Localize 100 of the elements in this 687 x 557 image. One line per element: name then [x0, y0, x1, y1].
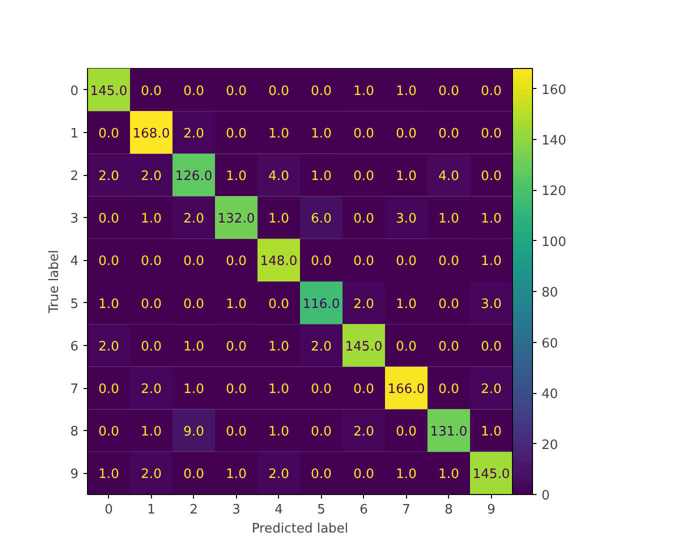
- color-bar-label: 60: [542, 336, 558, 352]
- data-label: 0.0: [480, 339, 502, 354]
- data-label: 1.0: [480, 424, 502, 440]
- x-tick-label: 5: [317, 502, 326, 518]
- data-label: 1.0: [353, 84, 374, 99]
- data-label: 1.0: [480, 254, 502, 270]
- data-label: 166.0: [388, 382, 425, 397]
- data-label: 1.0: [438, 467, 460, 482]
- data-label: 0.0: [98, 126, 120, 142]
- data-label: 1.0: [183, 382, 204, 397]
- x-tick-label: 3: [232, 502, 240, 518]
- y-tick-label: 6: [70, 339, 79, 354]
- data-label: 2.0: [480, 382, 502, 397]
- data-label: 0.0: [310, 84, 332, 99]
- data-label: 0.0: [98, 212, 120, 227]
- data-label: 1.0: [396, 467, 417, 482]
- x-tick-label: 6: [360, 502, 368, 518]
- data-label: 1.0: [310, 126, 332, 142]
- data-label: 0.0: [183, 84, 204, 99]
- data-label: 6.0: [310, 212, 332, 227]
- data-label: 1.0: [396, 84, 417, 99]
- y-axis-title: True label: [47, 250, 62, 314]
- x-tick-label: 1: [147, 502, 156, 518]
- data-label: 0.0: [353, 126, 374, 142]
- data-label: 4.0: [268, 169, 290, 184]
- data-label: 0.0: [140, 254, 162, 270]
- x-tick-label: 7: [402, 502, 410, 518]
- data-label: 0.0: [140, 296, 162, 312]
- data-label: 1.0: [310, 169, 332, 184]
- data-label: 9.0: [183, 424, 204, 440]
- x-tick-label: 9: [487, 502, 496, 518]
- data-label: 1.0: [480, 212, 502, 227]
- data-label: 0.0: [140, 339, 162, 354]
- data-label: 1.0: [268, 212, 290, 227]
- y-tick-label: 4: [70, 254, 79, 270]
- color-bar-label: 100: [542, 234, 566, 250]
- data-label: 1.0: [268, 126, 290, 142]
- data-label: 0.0: [183, 467, 204, 482]
- data-label: 1.0: [226, 467, 247, 482]
- data-label: 0.0: [310, 467, 332, 482]
- data-label: 0.0: [480, 169, 502, 184]
- data-label: 0.0: [396, 254, 417, 270]
- data-label: 0.0: [480, 84, 502, 99]
- data-label: 0.0: [183, 254, 204, 270]
- data-label: 1.0: [140, 212, 162, 227]
- data-label: 2.0: [268, 467, 290, 482]
- data-label: 0.0: [226, 254, 247, 270]
- data-label: 1.0: [268, 339, 290, 354]
- color-bar-label: 80: [542, 286, 558, 301]
- data-label: 0.0: [226, 382, 247, 397]
- data-label: 3.0: [480, 296, 502, 312]
- x-tick-label: 2: [190, 502, 198, 518]
- y-tick-label: 7: [70, 382, 79, 397]
- data-label: 126.0: [175, 169, 212, 184]
- data-label: 1.0: [98, 467, 120, 482]
- data-label: 0.0: [396, 339, 417, 354]
- color-bar-label: 140: [542, 134, 566, 148]
- data-label: 2.0: [140, 169, 162, 184]
- data-label: 0.0: [310, 382, 332, 397]
- data-label: 1.0: [268, 424, 290, 440]
- data-label: 0.0: [140, 84, 162, 99]
- data-label: 1.0: [268, 382, 290, 397]
- data-label: 0.0: [396, 126, 417, 142]
- data-label: 2.0: [140, 467, 162, 482]
- x-tick-label: 8: [444, 502, 453, 518]
- x-axis-title: Predicted label: [252, 522, 348, 536]
- data-label: 0.0: [226, 339, 247, 354]
- y-tick-label: 1: [70, 126, 79, 142]
- data-label: 0.0: [353, 467, 374, 482]
- data-label: 1.0: [226, 296, 247, 312]
- data-label: 168.0: [132, 126, 170, 142]
- data-label: 0.0: [268, 84, 290, 99]
- data-label: 2.0: [98, 339, 120, 354]
- data-label: 2.0: [140, 382, 162, 397]
- data-label: 0.0: [98, 254, 120, 270]
- data-label: 3.0: [396, 212, 417, 227]
- data-label: 116.0: [302, 296, 340, 312]
- x-tick-label: 0: [104, 502, 113, 518]
- data-label: 2.0: [353, 296, 374, 312]
- y-tick-label: 3: [70, 212, 79, 227]
- data-label: 0.0: [396, 424, 417, 440]
- data-label: 1.0: [226, 169, 247, 184]
- data-label: 0.0: [438, 339, 460, 354]
- data-label: 0.0: [183, 296, 204, 312]
- data-label: 0.0: [438, 254, 460, 270]
- color-bar-label: 20: [542, 438, 558, 453]
- y-tick-label: 2: [70, 169, 79, 184]
- data-label: 0.0: [438, 84, 460, 99]
- data-label: 1.0: [140, 424, 162, 440]
- data-label: 145.0: [345, 339, 382, 354]
- data-label: 1.0: [438, 212, 460, 227]
- data-label: 1.0: [396, 296, 417, 312]
- y-tick-label: 5: [70, 296, 79, 312]
- data-label: 0.0: [438, 296, 460, 312]
- data-label: 0.0: [353, 212, 374, 227]
- x-tick-label: 4: [274, 502, 283, 518]
- data-label: 0.0: [226, 84, 247, 99]
- data-label: 0.0: [268, 296, 290, 312]
- color-bar-label: 40: [542, 387, 558, 402]
- data-label: 0.0: [353, 382, 374, 397]
